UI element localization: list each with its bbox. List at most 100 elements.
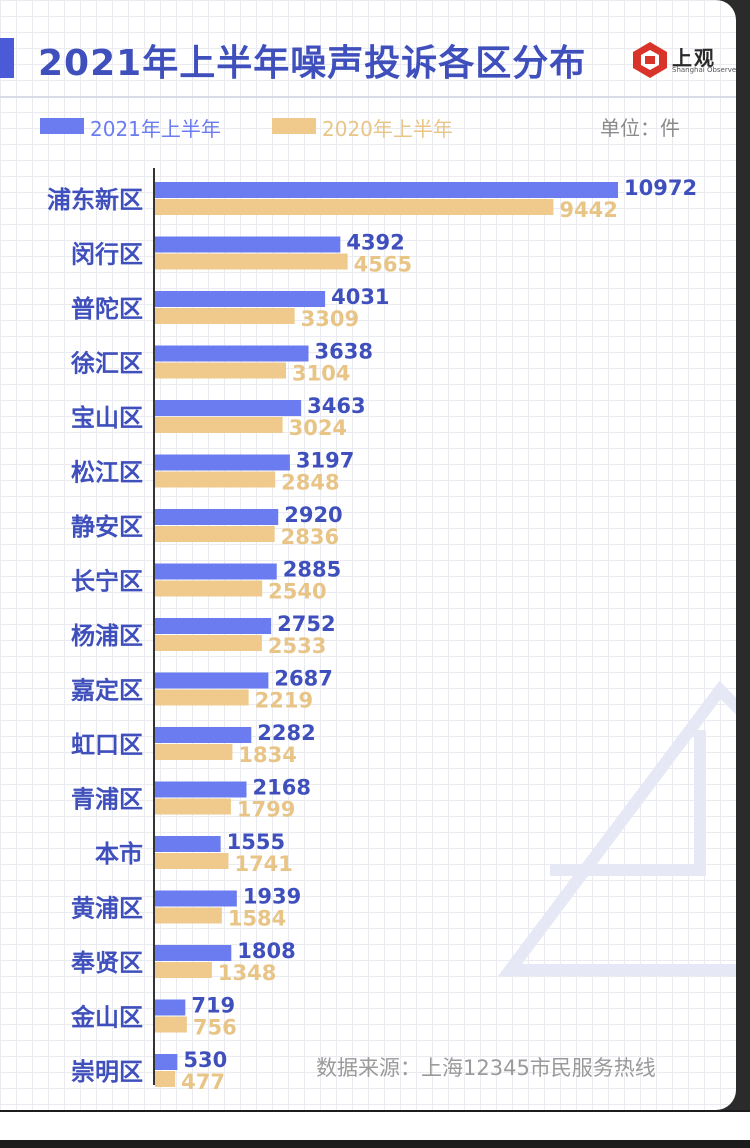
data-label-2021: 3197 [296,449,354,473]
bar-2021 [155,236,341,253]
category-label: 崇明区 [71,1058,143,1086]
bar-2020 [155,962,212,978]
data-label-2021: 2885 [283,558,341,582]
bar-2021 [155,781,247,798]
bar-2021 [155,454,290,471]
bottom-strip [0,1110,750,1148]
bar-2021 [155,618,272,634]
bar-2021 [155,509,279,525]
data-label-2020: 3024 [289,416,347,440]
category-label: 长宁区 [71,568,143,596]
category-label: 闵行区 [71,241,143,269]
data-label-2020: 756 [193,1016,237,1040]
logo-name: 上观 [672,46,716,70]
bar-2021 [155,182,618,198]
bar-2021 [155,345,309,362]
data-label-2020: 1348 [218,961,276,985]
category-label: 静安区 [71,513,143,541]
data-label-2021: 1939 [243,885,301,909]
bar-2020 [155,526,275,542]
legend-label-2020: 2020年上半年 [322,117,453,141]
data-label-2021: 4031 [331,285,389,309]
data-label-2021: 2920 [284,503,342,527]
bar-2021 [155,836,221,852]
bar-2021 [155,672,269,689]
bar-2020 [155,308,295,324]
category-label: 杨浦区 [71,622,143,650]
bar-2020 [155,253,348,270]
bar-2020 [155,471,276,488]
data-label-2021: 1555 [227,830,285,854]
category-label: 虹口区 [71,731,143,759]
chart-card: 2021年上半年噪声投诉各区分布 上观 Shanghai Observer 20… [0,0,736,1110]
data-label-2021: 4392 [346,231,404,255]
data-label-2021: 2282 [257,721,315,745]
background-decoration [498,680,736,976]
data-label-2020: 2836 [281,525,339,549]
bar-2020 [155,199,554,215]
bar-2021 [155,999,186,1016]
data-label-2020: 477 [181,1070,225,1094]
data-label-2020: 1584 [228,907,286,931]
bar-2020 [155,1016,187,1033]
bar-2020 [155,853,229,869]
data-label-2020: 2540 [268,580,326,604]
category-label: 宝山区 [71,404,143,432]
bar-2020 [155,798,231,815]
bar-2020 [155,1071,176,1087]
data-label-2020: 9442 [559,198,617,222]
category-label: 黄浦区 [71,895,143,923]
data-label-2021: 530 [183,1048,227,1072]
legend-swatch-2020 [272,118,316,134]
legend-label-2021: 2021年上半年 [90,117,221,141]
data-label-2021: 2752 [277,612,335,636]
legend-swatch-2021 [40,118,84,134]
title-accent-bar [0,38,14,78]
category-label: 金山区 [70,1004,143,1032]
data-label-2020: 1799 [237,798,295,822]
category-label: 普陀区 [71,295,143,323]
data-label-2021: 3463 [307,394,365,418]
category-label: 本市 [95,840,143,868]
data-source: 数据来源：上海12345市民服务热线 [316,1056,656,1080]
header-divider [0,96,736,98]
bar-2021 [155,400,302,416]
category-label: 浦东新区 [47,186,143,214]
data-label-2021: 10972 [624,176,697,200]
bar-2021 [155,890,237,907]
bar-2020 [155,580,263,597]
bar-2020 [155,362,286,379]
logo-icon [633,42,667,78]
bar-2021 [155,1054,178,1070]
data-label-2021: 1808 [237,939,295,963]
data-label-2021: 3638 [315,340,373,364]
bar-2020 [155,417,283,433]
category-label: 青浦区 [71,786,143,814]
data-label-2020: 2533 [268,634,326,658]
bar-2020 [155,907,222,924]
page-title: 2021年上半年噪声投诉各区分布 [38,43,587,84]
bar-2021 [155,291,326,307]
data-label-2020: 2219 [255,689,313,713]
bar-2021 [155,945,232,961]
data-label-2020: 1741 [234,852,292,876]
bar-2021 [155,563,277,580]
data-label-2020: 1834 [238,743,296,767]
bar-2020 [155,635,262,651]
data-label-2021: 2168 [252,776,310,800]
category-label: 嘉定区 [71,677,143,705]
category-label: 奉贤区 [70,949,143,977]
data-label-2021: 719 [191,994,235,1018]
data-label-2020: 2848 [281,471,339,495]
data-label-2020: 3104 [292,362,350,386]
unit-label: 单位：件 [600,116,680,140]
bar-2020 [155,689,249,706]
category-label: 松江区 [71,459,143,487]
data-label-2020: 4565 [354,253,412,277]
bar-2020 [155,744,233,760]
logo-subtitle: Shanghai Observer [672,66,736,74]
category-label: 徐汇区 [70,350,143,378]
data-label-2020: 3309 [301,307,359,331]
brand-logo: 上观 Shanghai Observer [630,40,736,80]
